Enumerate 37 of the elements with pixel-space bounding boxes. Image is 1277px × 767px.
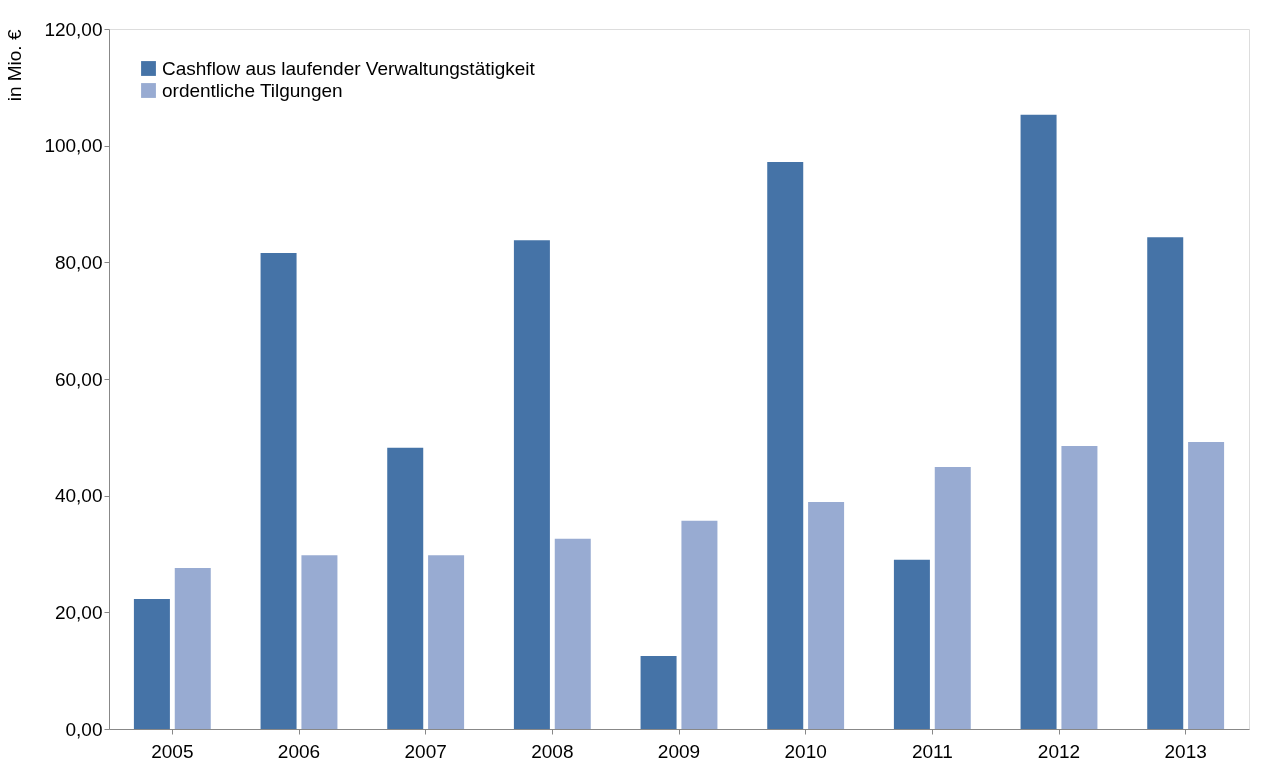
bar <box>681 520 718 729</box>
y-axis-title: in Mio. € <box>3 29 25 102</box>
bar <box>808 502 845 729</box>
y-tick-label: 60,00 <box>54 368 103 390</box>
bar <box>260 253 297 729</box>
x-tick-label: 2013 <box>1164 740 1207 762</box>
bar <box>1061 446 1098 729</box>
legend-label: Cashflow aus laufender Verwaltungstätigkeit <box>162 57 536 79</box>
x-tick-label: 2012 <box>1037 740 1081 762</box>
bar <box>1188 442 1225 729</box>
y-tick-label: 40,00 <box>54 485 103 507</box>
y-tick-label: 120,00 <box>44 18 103 40</box>
bar <box>1147 237 1184 729</box>
bar <box>133 598 170 729</box>
y-tick-label: 80,00 <box>54 251 103 273</box>
x-tick-label: 2009 <box>657 740 701 762</box>
y-tick-label: 100,00 <box>44 135 103 157</box>
bar <box>174 568 211 729</box>
bar <box>934 467 971 729</box>
x-tick-label: 2007 <box>404 740 447 762</box>
x-tick-label: 2006 <box>277 740 321 762</box>
x-tick-label: 2010 <box>784 740 827 762</box>
legend-label: ordentliche Tilgungen <box>162 79 343 101</box>
bar <box>893 559 930 729</box>
x-tick-label: 2005 <box>151 740 194 762</box>
bar <box>387 447 424 729</box>
bar <box>428 555 465 729</box>
bar <box>640 656 677 729</box>
x-tick-label: 2011 <box>911 740 953 762</box>
bar <box>301 555 338 729</box>
bar <box>554 538 591 729</box>
bar <box>1020 114 1057 729</box>
bar <box>513 240 550 729</box>
y-tick-label: 0,00 <box>65 718 103 740</box>
y-tick-label: 20,00 <box>54 601 103 623</box>
x-tick-label: 2008 <box>531 740 574 762</box>
bar <box>767 162 804 729</box>
